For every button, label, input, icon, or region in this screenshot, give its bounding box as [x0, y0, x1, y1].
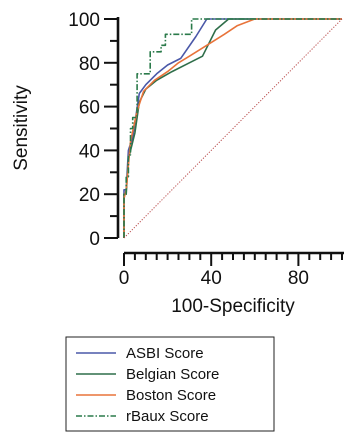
series-line-boston-score: [123, 18, 342, 238]
legend-label: ASBI Score: [126, 345, 204, 362]
y-tick-label: 100: [68, 10, 100, 31]
x-tick-label: 0: [119, 268, 130, 289]
reference-diagonal-line: [123, 18, 343, 239]
y-tick-label: 40: [79, 141, 100, 162]
series-line-rbaux-score: [123, 18, 342, 238]
legend-label: rBaux Score: [126, 408, 209, 425]
y-tick-label: 60: [79, 98, 100, 119]
legend-label: Boston Score: [126, 387, 216, 404]
y-tick-label: 80: [79, 54, 100, 75]
x-axis-title: 100-Specificity: [171, 296, 295, 317]
plot-area: [123, 18, 343, 239]
legend-label: Belgian Score: [126, 366, 219, 383]
x-tick-label: 40: [201, 268, 222, 289]
y-tick-label: 0: [89, 229, 100, 250]
y-axis-title: Sensitivity: [11, 85, 32, 171]
axes: 0 20 40 60 80 100 0 40 80: [68, 10, 344, 289]
legend: ASBI Score Belgian Score Boston Score rBaux…: [65, 336, 275, 432]
y-tick-label: 20: [79, 185, 100, 206]
x-tick-label: 80: [288, 268, 309, 289]
